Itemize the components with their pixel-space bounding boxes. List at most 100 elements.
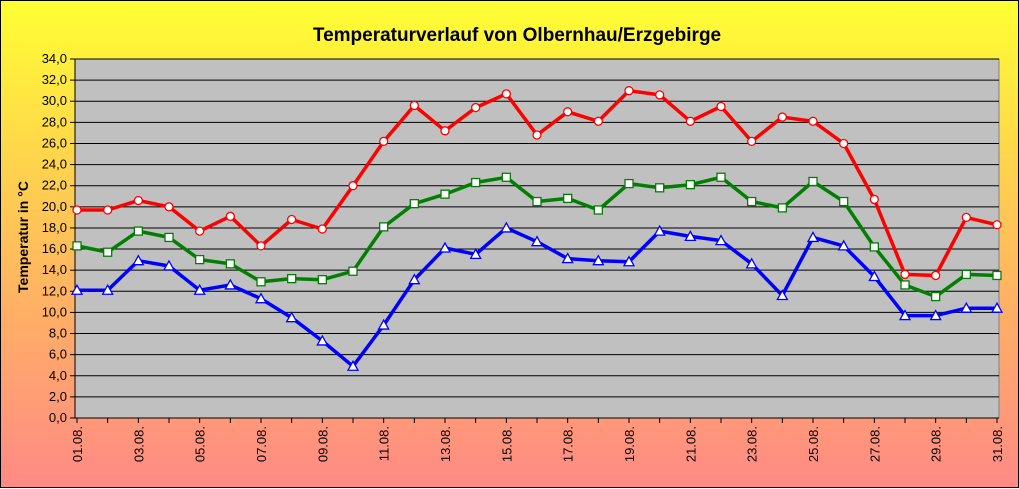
- y-tick-label: 14,0: [42, 262, 67, 277]
- data-point-triangle: [285, 311, 298, 323]
- data-point-square: [563, 193, 573, 204]
- data-point-circle: [379, 136, 389, 147]
- data-point-circle: [655, 90, 665, 100]
- data-point-circle: [409, 100, 419, 111]
- axes: 0,0 2,0 4,0 6,0 8,0 10,0 12,0 14,0 16,0 18,0 20,0 2…: [42, 51, 1005, 462]
- y-tick-label: 2,0: [49, 389, 67, 404]
- data-point-triangle: [837, 239, 850, 251]
- data-point-square: [808, 176, 818, 187]
- data-point-circle: [348, 181, 358, 191]
- data-point-circle: [440, 126, 450, 136]
- data-point-triangle: [254, 292, 268, 304]
- data-point-triangle: [592, 254, 605, 266]
- y-axis-label: Temperatur in °C: [15, 181, 31, 293]
- data-point-circle: [961, 212, 971, 223]
- data-point-triangle: [500, 221, 513, 233]
- x-tick-label: 29.08.: [929, 426, 944, 462]
- data-point-square: [501, 172, 511, 182]
- data-point-triangle: [561, 252, 574, 264]
- data-point-square: [624, 178, 634, 189]
- data-point-triangle: [438, 241, 452, 253]
- data-point-square: [685, 179, 695, 190]
- y-tick-label: 8,0: [49, 326, 67, 341]
- y-tick-label: 22,0: [42, 178, 67, 193]
- x-tick-label: 27.08.: [867, 426, 882, 462]
- x-tick-label: 11.08.: [377, 426, 392, 461]
- y-tick-label: 4,0: [49, 368, 67, 383]
- data-point-square: [716, 172, 726, 182]
- data-point-square: [317, 275, 327, 285]
- data-point-circle: [287, 214, 297, 225]
- data-point-square: [440, 189, 450, 199]
- y-tick-label: 16,0: [42, 241, 67, 256]
- data-point-circle: [747, 136, 757, 147]
- y-tick-label: 20,0: [42, 199, 67, 214]
- data-point-triangle: [898, 309, 912, 321]
- data-point-square: [471, 177, 481, 188]
- data-point-triangle: [714, 234, 728, 246]
- data-point-circle: [563, 107, 573, 117]
- data-point-circle: [869, 194, 879, 205]
- x-tick-label: 07.08.: [254, 426, 269, 462]
- data-point-triangle: [868, 270, 881, 282]
- data-point-triangle: [530, 235, 544, 247]
- data-point-triangle: [776, 289, 789, 301]
- series-lines: [70, 86, 1004, 371]
- x-tick-label: 25.08.: [806, 426, 821, 462]
- y-tick-label: 10,0: [42, 304, 67, 319]
- x-tick-label: 31.08.: [990, 426, 1005, 462]
- y-tick-label: 28,0: [42, 114, 67, 129]
- x-tick-label: 15.08.: [499, 426, 514, 462]
- x-tick-label: 05.08.: [193, 426, 208, 462]
- data-point-circle: [471, 102, 481, 113]
- data-point-triangle: [132, 254, 145, 266]
- data-point-square: [133, 226, 143, 236]
- data-point-square: [287, 273, 297, 284]
- y-tick-label: 26,0: [42, 135, 67, 150]
- y-tick-label: 12,0: [42, 283, 67, 298]
- data-point-square: [195, 254, 205, 265]
- data-point-triangle: [70, 283, 84, 295]
- data-point-triangle: [377, 318, 390, 330]
- y-tick-label: 18,0: [42, 220, 67, 235]
- x-tick-label: 01.08.: [70, 426, 85, 462]
- data-point-square: [409, 199, 419, 209]
- data-point-square: [72, 241, 82, 251]
- x-tick-label: 19.08.: [622, 426, 637, 462]
- data-point-square: [931, 291, 941, 302]
- data-point-circle: [225, 211, 235, 221]
- data-point-triangle: [162, 259, 176, 271]
- x-tick-label: 13.08.: [438, 426, 453, 462]
- data-point-triangle: [653, 224, 666, 236]
- data-point-circle: [839, 138, 849, 149]
- y-tick-label: 32,0: [42, 72, 67, 87]
- data-point-circle: [317, 224, 327, 234]
- data-point-square: [225, 259, 235, 269]
- data-point-circle: [103, 205, 113, 215]
- data-point-square: [900, 280, 910, 290]
- data-point-triangle: [316, 334, 329, 346]
- y-tick-label: 6,0: [49, 347, 67, 362]
- data-point-square: [961, 269, 971, 280]
- data-point-circle: [685, 116, 695, 126]
- data-point-circle: [624, 86, 634, 96]
- data-point-square: [379, 222, 389, 232]
- data-point-circle: [256, 241, 266, 251]
- data-point-circle: [716, 101, 726, 112]
- x-tick-label: 09.08.: [315, 426, 330, 462]
- data-point-circle: [992, 220, 1002, 230]
- y-tick-label: 34,0: [42, 51, 67, 66]
- data-point-triangle: [684, 230, 697, 242]
- data-point-square: [164, 232, 174, 243]
- data-point-circle: [900, 269, 910, 280]
- data-point-triangle: [806, 231, 820, 243]
- y-tick-label: 24,0: [42, 157, 67, 172]
- data-point-circle: [195, 226, 205, 236]
- data-point-circle: [72, 205, 82, 215]
- data-point-square: [839, 196, 849, 207]
- data-point-circle: [593, 116, 603, 126]
- gridlines: [75, 58, 999, 398]
- data-point-triangle: [960, 301, 973, 313]
